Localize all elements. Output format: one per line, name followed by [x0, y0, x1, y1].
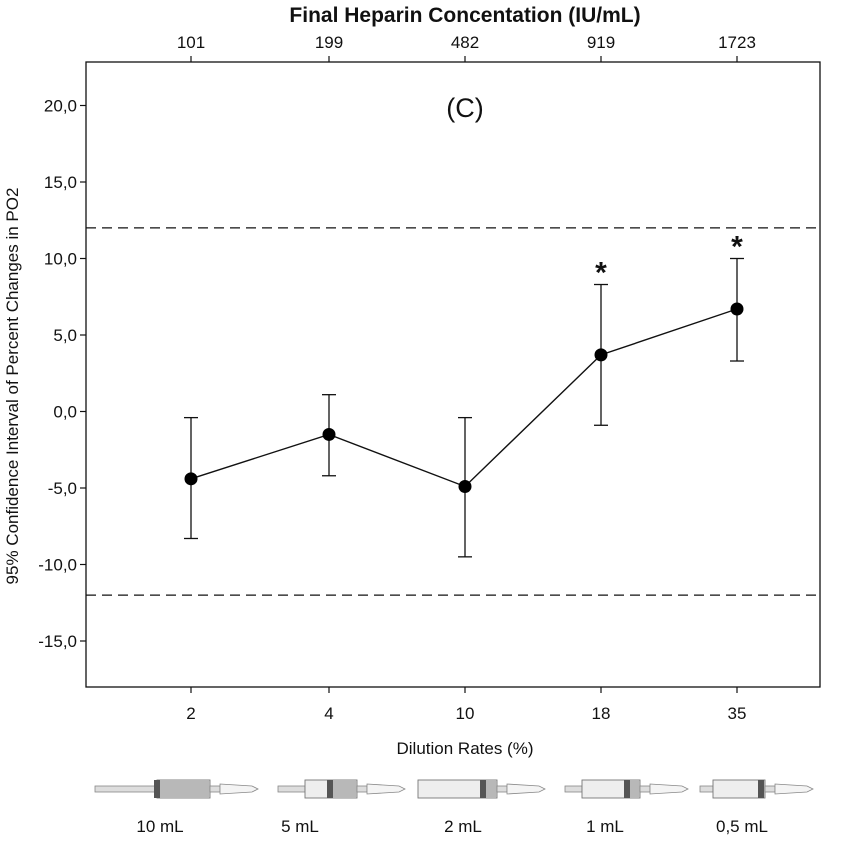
y-tick-label: 10,0 [44, 250, 77, 269]
syringe-cap [366, 783, 406, 795]
data-point [322, 427, 336, 441]
data-point [458, 479, 472, 493]
x-tick-label: 18 [592, 704, 611, 723]
syringe-fill [330, 781, 357, 797]
syringe-fill [157, 781, 210, 797]
syringe-label: 10 mL [136, 817, 183, 836]
syringe-rod [564, 785, 583, 793]
y-tick-label: -5,0 [48, 479, 77, 498]
syringe-label: 1 mL [586, 817, 624, 836]
y-axis-title: 95% Confidence Interval of Percent Chang… [3, 188, 22, 585]
syringe-stopper [758, 780, 764, 798]
syringe-row: 10 mL 5 mL 2 mL 1 mL 0,5 mL [94, 779, 814, 836]
syringe-cap [506, 783, 546, 795]
significance-star: * [595, 257, 607, 290]
syringe-label: 2 mL [444, 817, 482, 836]
syringe-rod [277, 785, 306, 793]
data-point [594, 348, 608, 362]
y-tick-label: -15,0 [38, 632, 77, 651]
top-tick-label: 199 [315, 33, 343, 52]
axis-ticks: 20,0 15,0 10,0 5,0 0,0 -5,0 -10,0 -15,0 2 4 10 18 35… [38, 33, 756, 723]
y-tick-label: -10,0 [38, 556, 77, 575]
top-tick-label: 1723 [718, 33, 756, 52]
syringe-stopper [154, 780, 160, 798]
syringe-label: 5 mL [281, 817, 319, 836]
syringe-icon: 1 mL [564, 779, 689, 836]
top-tick-label: 482 [451, 33, 479, 52]
syringe-cap [219, 783, 259, 795]
data-point [184, 472, 198, 486]
syringe-cap [774, 783, 814, 795]
reference-lines [86, 227, 820, 596]
syringe-icon: 0,5 mL [699, 779, 814, 836]
syringe-rod [699, 785, 714, 793]
syringe-label: 0,5 mL [716, 817, 768, 836]
syringe-nozzle [209, 785, 221, 793]
syringe-icon: 2 mL [417, 779, 546, 836]
syringe-rod [94, 785, 158, 793]
significance-star: * [731, 231, 743, 264]
panel-label: (C) [446, 93, 483, 123]
x-axis-title: Dilution Rates (%) [397, 739, 534, 758]
syringe-nozzle [639, 785, 651, 793]
data-point [730, 302, 744, 316]
syringe-nozzle [356, 785, 368, 793]
top-tick-label: 101 [177, 33, 205, 52]
x-tick-label: 4 [324, 704, 333, 723]
plot-frame [85, 61, 821, 688]
syringe-nozzle [496, 785, 508, 793]
series-line [190, 308, 738, 488]
top-tick-label: 919 [587, 33, 615, 52]
syringe-barrel [712, 779, 766, 799]
y-tick-label: 15,0 [44, 173, 77, 192]
top-axis-title: Final Heparin Concentation (IU/mL) [289, 4, 640, 27]
y-tick-label: 0,0 [53, 403, 77, 422]
plot-border [85, 61, 821, 688]
syringe-fill [483, 781, 497, 797]
syringe-cap [649, 783, 689, 795]
syringe-fill [627, 781, 640, 797]
syringe-stopper [624, 780, 630, 798]
syringe-stopper [327, 780, 333, 798]
x-tick-label: 35 [728, 704, 747, 723]
syringe-icon: 10 mL [94, 779, 259, 836]
x-tick-label: 2 [186, 704, 195, 723]
syringe-stopper [480, 780, 486, 798]
y-tick-label: 20,0 [44, 97, 77, 116]
y-tick-label: 5,0 [53, 326, 77, 345]
data-series: ** [184, 231, 744, 558]
x-tick-label: 10 [456, 704, 475, 723]
syringe-icon: 5 mL [277, 779, 406, 836]
syringe-nozzle [764, 785, 776, 793]
